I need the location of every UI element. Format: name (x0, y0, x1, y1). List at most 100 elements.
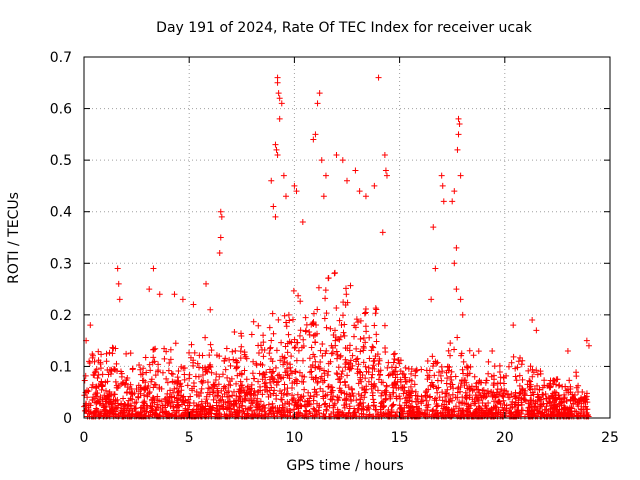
data-point (298, 378, 305, 385)
data-point (117, 409, 124, 416)
data-point (300, 336, 307, 343)
data-point (303, 407, 310, 414)
data-point (131, 400, 138, 407)
data-point (296, 332, 303, 339)
data-point (105, 398, 112, 405)
y-tick-label: 0.7 (50, 50, 72, 66)
data-point (444, 409, 451, 416)
data-point (533, 327, 540, 334)
data-point (165, 367, 172, 374)
data-point (479, 399, 486, 406)
data-point (172, 379, 179, 386)
data-points (81, 74, 592, 420)
data-point (311, 353, 318, 360)
data-point (471, 398, 478, 405)
data-point (91, 358, 98, 365)
data-point (274, 74, 281, 81)
data-point (373, 331, 380, 338)
data-point (339, 368, 346, 375)
data-point (439, 182, 446, 189)
data-point (451, 188, 458, 195)
data-point (268, 177, 275, 184)
data-point (355, 319, 362, 326)
data-point (411, 381, 418, 388)
data-point (378, 406, 385, 413)
data-point (93, 405, 100, 412)
data-point (316, 402, 323, 409)
data-point (542, 407, 549, 414)
data-point (334, 406, 341, 413)
data-point (423, 397, 430, 404)
data-point (330, 331, 337, 338)
y-tick-label: 0.4 (50, 205, 72, 221)
data-point (150, 384, 157, 391)
data-point (194, 408, 201, 415)
data-point (168, 412, 175, 419)
data-point (203, 396, 210, 403)
data-point (366, 412, 373, 419)
data-point (518, 361, 525, 368)
data-point (455, 408, 462, 415)
data-point (381, 322, 388, 329)
data-point (320, 388, 327, 395)
data-point (169, 371, 176, 378)
data-point (435, 384, 442, 391)
data-point (284, 360, 291, 367)
data-point (360, 344, 367, 351)
data-point (362, 375, 369, 382)
data-point (215, 392, 222, 399)
chart-title: Day 191 of 2024, Rate Of TEC Index for r… (156, 20, 533, 36)
data-point (84, 387, 91, 394)
data-point (229, 348, 236, 355)
data-point (573, 408, 580, 415)
data-point (331, 400, 338, 407)
data-point (224, 389, 231, 396)
x-axis-label: GPS time / hours (286, 458, 403, 474)
data-point (459, 311, 466, 318)
data-point (182, 407, 189, 414)
data-point (289, 316, 296, 323)
data-point (391, 355, 398, 362)
data-point (329, 350, 336, 357)
data-point (279, 396, 286, 403)
data-point (333, 348, 340, 355)
data-point (373, 306, 380, 313)
data-point (109, 350, 116, 357)
data-point (546, 384, 553, 391)
data-point (118, 381, 125, 388)
data-point (98, 381, 105, 388)
data-point (513, 408, 520, 415)
data-point (451, 346, 458, 353)
data-point (98, 351, 105, 358)
data-point (457, 172, 464, 179)
data-point (278, 339, 285, 346)
data-point (306, 409, 313, 416)
data-point (173, 395, 180, 402)
data-point (234, 408, 241, 415)
data-point (226, 356, 233, 363)
data-point (455, 131, 462, 138)
data-point (142, 354, 149, 361)
data-point (233, 380, 240, 387)
data-point (255, 322, 262, 329)
data-point (355, 361, 362, 368)
data-point (293, 188, 300, 195)
data-point (447, 395, 454, 402)
data-point (127, 402, 134, 409)
data-point (239, 384, 246, 391)
data-point (226, 405, 233, 412)
data-point (171, 385, 178, 392)
data-point (102, 379, 109, 386)
data-point (91, 372, 98, 379)
data-point (141, 392, 148, 399)
data-point (314, 100, 321, 107)
data-point (95, 398, 102, 405)
data-point (163, 375, 170, 382)
data-point (292, 344, 299, 351)
data-point (136, 361, 143, 368)
data-point (360, 334, 367, 341)
data-point (291, 336, 298, 343)
data-point (514, 409, 521, 416)
data-point (112, 345, 119, 352)
data-point (266, 345, 273, 352)
